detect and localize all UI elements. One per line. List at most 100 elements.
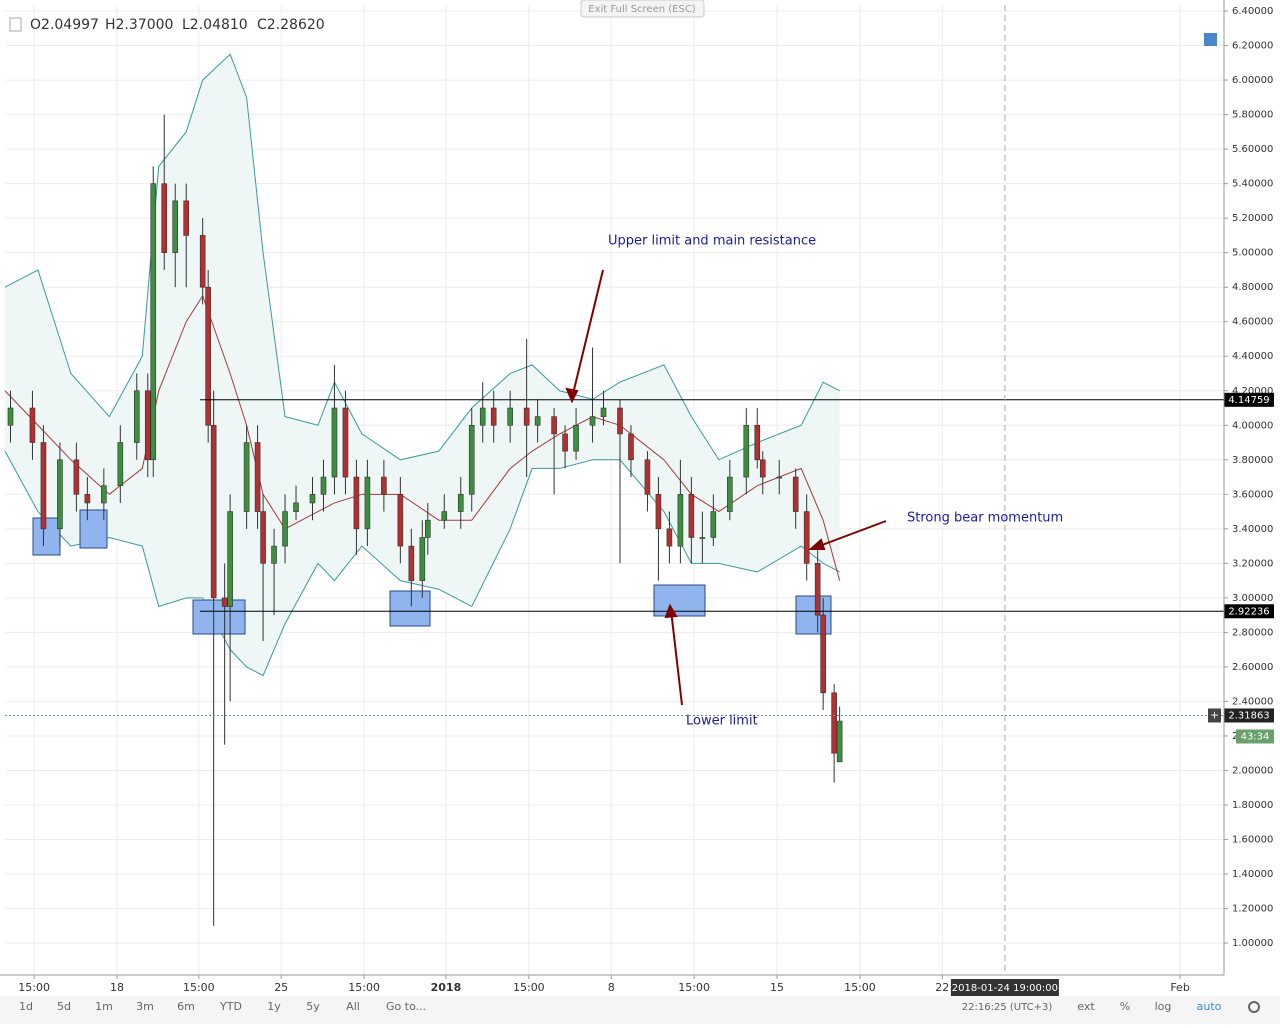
y-tick-label: 1.00000: [1232, 938, 1273, 949]
candle-body: [117, 442, 124, 486]
ohlc-label: C2.28620: [257, 17, 325, 33]
candle-body: [534, 416, 541, 426]
y-tick-label: 6.00000: [1232, 75, 1273, 86]
candle-body: [172, 200, 179, 253]
range-button[interactable]: 1y: [267, 1000, 281, 1013]
candle-body: [397, 494, 404, 547]
candle-body: [73, 459, 80, 495]
annotation: Lower limit: [686, 714, 758, 729]
range-button[interactable]: 1d: [19, 1000, 33, 1013]
option-button[interactable]: auto: [1197, 1000, 1222, 1013]
candle-body: [199, 235, 206, 288]
candle-body: [792, 476, 799, 512]
price-tag-label: 4.14759: [1228, 395, 1269, 406]
candle-body: [57, 459, 63, 530]
range-button[interactable]: YTD: [219, 1000, 242, 1013]
box: [389, 590, 431, 627]
y-tick-label: 5.20000: [1232, 213, 1273, 224]
candle-body: [101, 485, 107, 504]
range-button[interactable]: 3m: [136, 1000, 154, 1013]
candle-body: [271, 545, 277, 564]
annotation: Upper limit and main resistance: [608, 234, 816, 249]
candle-body: [655, 494, 662, 530]
candle-body: [490, 407, 497, 426]
candle-body: [468, 424, 475, 495]
y-tick-label: 1.40000: [1232, 869, 1273, 880]
arrow: [571, 269, 604, 399]
annotation: Strong bear momentum: [907, 511, 1063, 526]
candle-body: [457, 494, 464, 512]
candle-body: [617, 407, 623, 435]
range-button[interactable]: 6m: [177, 1000, 195, 1013]
candle-body: [666, 528, 673, 547]
candle-body: [628, 433, 634, 461]
y-tick-label: 2.60000: [1232, 662, 1273, 673]
candle-body: [84, 494, 91, 504]
y-tick-label: 4.20000: [1232, 386, 1273, 397]
ohlc-label: H2.37000: [105, 17, 173, 33]
candle-body: [831, 692, 837, 754]
y-tick-label: 3.80000: [1232, 455, 1273, 466]
range-button[interactable]: 5d: [57, 1000, 71, 1013]
crosshair-tag-label: 2018-01-24 19:00:00: [952, 983, 1058, 994]
y-tick-label: 3.40000: [1232, 524, 1273, 535]
y-tick-label: 5.40000: [1232, 179, 1273, 190]
x-tick-label: 15:00: [183, 981, 215, 994]
y-tick-label: 6.20000: [1232, 41, 1273, 52]
candle-body: [644, 459, 651, 495]
candle-body: [342, 407, 349, 478]
candle-body: [551, 416, 557, 435]
x-tick-label: 15:00: [18, 981, 50, 994]
arrows: [565, 269, 887, 706]
candle-body: [144, 390, 151, 461]
x-tick-label: 15:00: [678, 981, 710, 994]
y-tick-label: 3.20000: [1232, 558, 1273, 569]
y-tick-label: 6.40000: [1232, 6, 1273, 17]
candle-body: [562, 433, 568, 452]
scroll-button[interactable]: [1204, 33, 1217, 46]
candle-body: [727, 476, 733, 512]
option-button[interactable]: log: [1155, 1000, 1172, 1013]
arrow: [670, 609, 683, 706]
option-button[interactable]: ext: [1077, 1000, 1095, 1013]
y-tick-label: 4.00000: [1232, 420, 1273, 431]
candle-body: [353, 476, 360, 530]
candle-body: [523, 407, 530, 426]
price-tag: [1224, 708, 1274, 723]
clock: 22:16:25 (UTC+3): [962, 1002, 1053, 1013]
candle-body: [150, 183, 157, 461]
candle-body: [710, 511, 717, 538]
candle-body: [754, 424, 761, 461]
option-button[interactable]: %: [1120, 1000, 1130, 1013]
candle-body: [364, 476, 371, 530]
candle-body: [205, 286, 211, 426]
range-button[interactable]: 1m: [95, 1000, 113, 1013]
candle-body: [820, 614, 826, 694]
candle-body: [776, 476, 783, 479]
candle-body: [688, 494, 695, 538]
ohlc-label: L2.04810: [182, 17, 248, 33]
arrow-head: [664, 603, 678, 619]
box: [79, 509, 108, 549]
y-tick-label: 1.60000: [1232, 835, 1273, 846]
candle-body: [677, 494, 684, 547]
candle-body: [293, 502, 299, 512]
crosshair-plus[interactable]: [1208, 708, 1221, 723]
arrow: [813, 520, 887, 549]
collapse-button[interactable]: [9, 17, 22, 32]
y-tick-label: 5.60000: [1232, 144, 1273, 155]
range-button[interactable]: All: [346, 1000, 360, 1013]
candle-body: [425, 519, 431, 538]
countdown-label: 43:34: [1241, 731, 1270, 742]
exit-fullscreen[interactable]: [580, 0, 705, 18]
goto-button[interactable]: Go to...: [386, 1000, 426, 1013]
candle-body: [243, 442, 250, 512]
x-tick-label: 15: [770, 981, 784, 994]
x-tick-label: 25: [274, 981, 288, 994]
exit-fullscreen-label: Exit Full Screen (ESC): [588, 4, 696, 15]
settings-button[interactable]: [1248, 1001, 1260, 1013]
y-tick-label: 2.40000: [1232, 696, 1273, 707]
y-tick-label: 3.00000: [1232, 593, 1273, 604]
range-button[interactable]: 5y: [306, 1000, 320, 1013]
y-tick-label: 1.80000: [1232, 800, 1273, 811]
